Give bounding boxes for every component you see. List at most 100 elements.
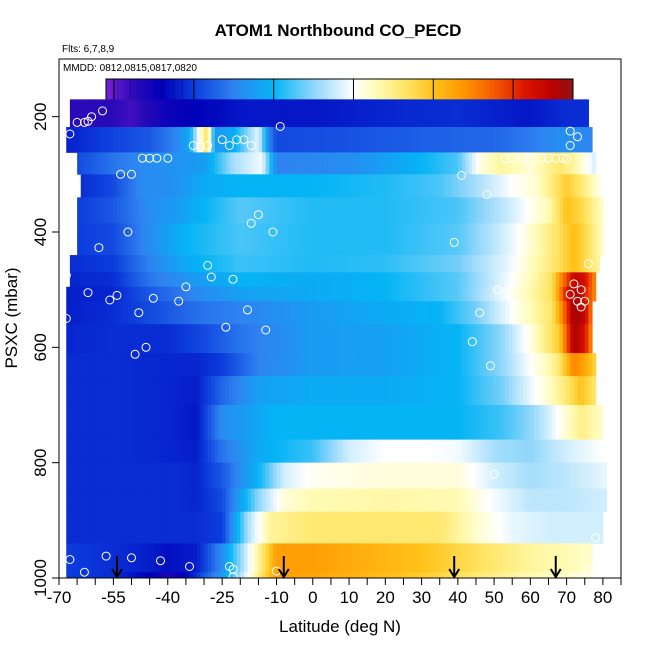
- heatmap-cell: [207, 543, 212, 573]
- sample-point: [105, 295, 115, 305]
- heatmap-cell: [374, 223, 379, 256]
- heatmap-cell: [149, 572, 154, 578]
- heatmap-cell: [138, 301, 143, 325]
- heatmap-cell: [577, 543, 582, 573]
- heatmap-cell: [504, 286, 510, 302]
- heatmap-cell: [211, 462, 216, 490]
- heatmap-cell: [356, 223, 361, 256]
- heatmap-cell: [193, 286, 198, 302]
- heatmap-cell: [131, 511, 136, 544]
- heatmap-cell: [562, 462, 568, 490]
- heatmap-cell: [468, 152, 473, 175]
- heatmap-cell: [425, 511, 430, 544]
- heatmap-cell: [523, 376, 528, 406]
- heatmap-cell: [356, 174, 361, 198]
- heatmap-cell: [475, 572, 481, 578]
- heatmap-cell: [526, 376, 531, 406]
- heatmap-cell: [410, 99, 415, 128]
- heatmap-cell: [265, 197, 270, 224]
- heatmap-cell: [330, 324, 336, 354]
- heatmap-cell: [298, 272, 303, 288]
- heatmap-cell: [399, 324, 405, 354]
- heatmap-cell: [294, 511, 299, 544]
- heatmap-cell: [323, 272, 328, 288]
- heatmap-cell: [77, 511, 82, 544]
- heatmap-cell: [131, 152, 136, 175]
- heatmap-cell: [450, 99, 455, 128]
- heatmap-cell: [552, 511, 557, 544]
- heatmap-cell: [349, 439, 354, 464]
- heatmap-cell: [432, 511, 437, 544]
- heatmap-cell: [135, 174, 140, 198]
- heatmap-cell: [262, 127, 267, 153]
- heatmap-cell: [175, 152, 180, 175]
- heatmap-cell: [370, 301, 376, 325]
- heatmap-cell: [178, 405, 183, 440]
- heatmap-cell: [359, 174, 365, 198]
- heatmap-cell: [251, 286, 256, 302]
- heatmap-cell: [156, 152, 162, 175]
- heatmap-cell: [196, 376, 202, 406]
- heatmap-cell: [468, 223, 473, 256]
- heatmap-cell: [240, 272, 245, 288]
- heatmap-cell: [562, 511, 568, 544]
- heatmap-cell: [399, 301, 405, 325]
- heatmap-cell: [127, 286, 133, 302]
- heatmap-cell: [584, 286, 589, 302]
- heatmap-cell: [432, 462, 437, 490]
- heatmap-cell: [214, 272, 220, 288]
- heatmap-cell: [374, 511, 379, 544]
- heatmap-cell: [370, 353, 376, 377]
- heatmap-cell: [156, 353, 162, 377]
- heatmap-cell: [265, 543, 270, 573]
- heatmap-cell: [559, 543, 564, 573]
- heatmap-cell: [345, 272, 350, 288]
- heatmap-cell: [196, 324, 202, 354]
- heatmap-cell: [562, 255, 568, 273]
- heatmap-cell: [374, 572, 379, 578]
- heatmap-cell: [421, 376, 426, 406]
- heatmap-cell: [533, 99, 539, 128]
- heatmap-cell: [414, 376, 419, 406]
- heatmap-cell: [258, 301, 263, 325]
- heatmap-cell: [421, 99, 426, 128]
- heatmap-cell: [167, 152, 172, 175]
- heatmap-cell: [309, 353, 314, 377]
- heatmap-cell: [541, 439, 546, 464]
- heatmap-cell: [225, 127, 231, 153]
- heatmap-cell: [494, 353, 499, 377]
- heatmap-cell: [490, 272, 495, 288]
- heatmap-cell: [298, 223, 303, 256]
- heatmap-cell: [149, 152, 154, 175]
- heatmap-cell: [204, 324, 209, 354]
- heatmap-cell: [131, 286, 136, 302]
- heatmap-cell: [541, 197, 546, 224]
- heatmap-cell: [142, 127, 147, 153]
- heatmap-cell: [243, 488, 249, 513]
- heatmap-cell: [356, 543, 361, 573]
- heatmap-cell: [472, 353, 477, 377]
- heatmap-cell: [127, 511, 133, 544]
- heatmap-cell: [410, 511, 415, 544]
- heatmap-cell: [309, 255, 314, 273]
- heatmap-cell: [243, 405, 249, 440]
- heatmap-cell: [515, 572, 521, 578]
- heatmap-cell: [421, 488, 426, 513]
- heatmap-cell: [283, 405, 289, 440]
- heatmap-cell: [171, 405, 176, 440]
- heatmap-cell: [77, 405, 82, 440]
- heatmap-cell: [287, 543, 292, 573]
- heatmap-cell: [577, 255, 582, 273]
- heatmap-cell: [428, 511, 434, 544]
- heatmap-cell: [581, 353, 586, 377]
- y-axis-tick-label: 800: [31, 448, 50, 476]
- heatmap-cell: [320, 286, 325, 302]
- heatmap-cell: [316, 324, 321, 354]
- heatmap-cell: [479, 197, 484, 224]
- heatmap-cell: [443, 174, 448, 198]
- heatmap-cell: [359, 223, 365, 256]
- heatmap-cell: [494, 376, 499, 406]
- heatmap-cell: [403, 301, 408, 325]
- heatmap-cell: [570, 376, 575, 406]
- heatmap-cell: [544, 543, 550, 573]
